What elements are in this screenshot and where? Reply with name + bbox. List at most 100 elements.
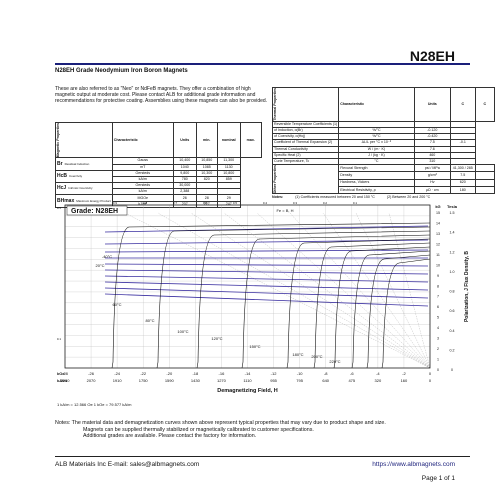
therm-cell-name: Density bbox=[338, 171, 415, 180]
permeance-line bbox=[223, 212, 431, 369]
curve-temperature-label: 80°C bbox=[146, 318, 155, 323]
right-kg-tick: 15 bbox=[436, 211, 440, 215]
magnetic-properties-table: Magnetic Properties Characteristic Units… bbox=[55, 121, 262, 208]
right-tesla-tick: 1.5 bbox=[450, 211, 455, 215]
right-kg-tick: 12 bbox=[436, 242, 440, 246]
polarization-curve bbox=[286, 238, 431, 369]
top-tick-label: 0.5 bbox=[233, 201, 238, 205]
doc-title: N28EH bbox=[409, 48, 455, 64]
curve-temperature-label: -40°C bbox=[102, 254, 112, 259]
thermal-note-2: (2) Between 20 and 200 °C bbox=[386, 195, 431, 200]
mag-header-nominal: nominal bbox=[216, 121, 241, 159]
right-tesla-tick: 1.2 bbox=[450, 250, 455, 254]
therm-cell-name: Electrical Resistivity, ρ bbox=[338, 186, 415, 195]
grade-label-box bbox=[66, 205, 128, 216]
koe-axis-unit: kOe bbox=[57, 371, 65, 376]
induction-curve bbox=[104, 225, 429, 233]
footer-company: ALB Materials Inc E-mail: sales@albmagne… bbox=[55, 461, 200, 468]
kam-tick-label: 795 bbox=[296, 378, 303, 383]
top-tick-label: 0.1 bbox=[353, 201, 358, 205]
right-axis-label: Polarization, J Flux Density, B bbox=[464, 251, 470, 322]
right-kg-tick: 3 bbox=[437, 337, 439, 341]
right-tesla-tick: 1.4 bbox=[450, 231, 455, 235]
koe-tick-label: -24 bbox=[114, 371, 121, 376]
right-kg-tick: 10 bbox=[436, 263, 440, 267]
koe-tick-label: -26 bbox=[88, 371, 95, 376]
right-unit-kg: kG bbox=[435, 204, 440, 209]
top-tick-label: 0.9 bbox=[113, 201, 118, 205]
therm-table-row: Electrical Resistivity, ρ μΩ · cm 180 bbox=[273, 186, 495, 195]
right-kg-tick: 9 bbox=[437, 274, 439, 278]
top-tick-label: 0.8 bbox=[143, 201, 148, 205]
curve-temperature-label: 100°C bbox=[177, 329, 188, 334]
polarization-curve bbox=[313, 242, 431, 369]
right-kg-tick: 7 bbox=[437, 295, 439, 299]
koe-tick-label: -14 bbox=[245, 371, 252, 376]
magnetic-properties-label: Magnetic Properties bbox=[56, 123, 60, 158]
right-tesla-tick: 0 bbox=[451, 368, 453, 372]
permeance-line bbox=[355, 212, 431, 369]
mag-row-symbol: BHmax bbox=[57, 197, 75, 204]
thermal-properties-table: Thermal Properties Characteristic Units … bbox=[271, 87, 495, 200]
mag-table-row: BHmax Maximum Energy Product MGOe 26 28 29 bbox=[55, 194, 262, 208]
permeance-line bbox=[388, 212, 431, 369]
therm-table-row: Curie Temperature, Tc °C 310 bbox=[271, 157, 495, 166]
koe-tick-label: -20 bbox=[166, 371, 173, 376]
polarization-curve bbox=[241, 234, 431, 369]
koe-tick-label: -18 bbox=[192, 371, 199, 376]
right-kg-tick: 1 bbox=[437, 358, 439, 362]
therm-cell-units: μΩ · cm bbox=[413, 186, 451, 195]
therm-cell-name: Coefficient of Thermal Expansion (2) bbox=[271, 139, 340, 147]
curve-temperature-label: 180°C bbox=[292, 352, 303, 357]
kam-tick-label: 640 bbox=[322, 378, 329, 383]
kam-tick-label: 2230 bbox=[61, 378, 71, 383]
chart-plot-frame bbox=[64, 204, 431, 369]
kam-tick-label: 955 bbox=[270, 378, 277, 383]
therm-cell-c1: 620 bbox=[449, 178, 476, 188]
doc-subtitle: N28EH Grade Neodymium Iron Boron Magnets bbox=[55, 68, 188, 74]
therm-cell-c2 bbox=[474, 186, 495, 195]
mag-header-characteristic: Characteristic bbox=[111, 121, 174, 159]
right-tesla-tick: 1.0 bbox=[450, 270, 455, 274]
induction-curve bbox=[104, 269, 429, 275]
koe-tick-label: -8 bbox=[324, 371, 328, 376]
kam-tick-label: 1750 bbox=[139, 378, 149, 383]
induction-curve bbox=[104, 249, 429, 253]
note-line-2: Magnets can be supplied thermally stabil… bbox=[83, 426, 314, 433]
therm-cell-name: Flexural Strength bbox=[338, 164, 415, 173]
therm-table-row: Other Properties Flexural Strength psi / M… bbox=[271, 164, 495, 195]
page-number: Page 1 of 1 bbox=[421, 475, 455, 482]
koe-tick-label: -16 bbox=[219, 371, 226, 376]
polarization-curve bbox=[111, 222, 431, 369]
therm-cell-units: Hv bbox=[413, 178, 451, 188]
kam-tick-label: 475 bbox=[348, 378, 355, 383]
thermal-note-1: (1) Coefficients measured between 20 and… bbox=[295, 195, 375, 200]
koe-tick-label: -4 bbox=[376, 371, 380, 376]
footer-url-link[interactable]: https://www.albmagnets.com bbox=[372, 461, 455, 468]
footer-rule bbox=[55, 456, 470, 457]
induction-curve bbox=[104, 287, 429, 299]
right-tesla-tick: 0.4 bbox=[450, 329, 455, 333]
kam-tick-label: 1270 bbox=[217, 378, 227, 383]
right-kg-tick: 4 bbox=[437, 326, 439, 330]
curve-temperature-label: 20°C bbox=[96, 263, 105, 268]
polarization-curve bbox=[351, 250, 431, 369]
right-kg-tick: 6 bbox=[437, 305, 439, 309]
koe-tick-label: -12 bbox=[271, 371, 278, 376]
koe-tick-label: -2 bbox=[402, 371, 406, 376]
kam-tick-label: 1590 bbox=[165, 378, 175, 383]
induction-curve bbox=[104, 275, 429, 283]
kam-tick-label: 0 bbox=[429, 378, 432, 383]
mag-row-characteristic: HcB Coercivity bbox=[55, 169, 113, 184]
curve-temperature-label: 220°C bbox=[329, 359, 340, 364]
curve-temperature-label: 120°C bbox=[211, 336, 222, 341]
induction-curve bbox=[104, 263, 429, 267]
left-tick-label: 0.5 bbox=[57, 206, 62, 210]
mag-header-units: Units bbox=[172, 121, 197, 159]
curve-temperature-label: 150°C bbox=[249, 344, 260, 349]
kam-tick-label: 2070 bbox=[87, 378, 97, 383]
koe-tick-label: -28 bbox=[62, 371, 69, 376]
therm-table-row: Hardness, Vickers Hv 620 bbox=[273, 178, 495, 188]
right-kg-tick: 5 bbox=[437, 316, 439, 320]
